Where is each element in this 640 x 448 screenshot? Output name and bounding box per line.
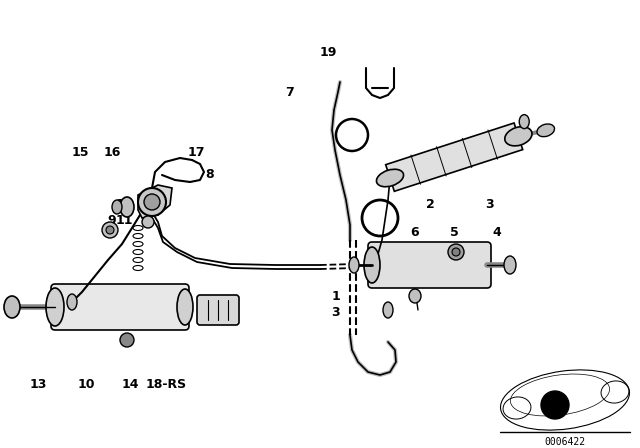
Ellipse shape bbox=[112, 200, 122, 214]
Circle shape bbox=[106, 226, 114, 234]
Polygon shape bbox=[386, 123, 523, 191]
Ellipse shape bbox=[505, 127, 532, 146]
Text: 3: 3 bbox=[486, 198, 494, 211]
FancyBboxPatch shape bbox=[368, 242, 491, 288]
Text: 0006422: 0006422 bbox=[545, 437, 586, 447]
Circle shape bbox=[120, 333, 134, 347]
Text: 14: 14 bbox=[121, 379, 139, 392]
Ellipse shape bbox=[504, 256, 516, 274]
Ellipse shape bbox=[409, 289, 421, 303]
Ellipse shape bbox=[364, 247, 380, 283]
Ellipse shape bbox=[383, 302, 393, 318]
Ellipse shape bbox=[46, 288, 64, 326]
Ellipse shape bbox=[376, 169, 404, 187]
FancyBboxPatch shape bbox=[51, 284, 189, 330]
Text: 13: 13 bbox=[29, 379, 47, 392]
Ellipse shape bbox=[177, 289, 193, 325]
Circle shape bbox=[138, 188, 166, 216]
Ellipse shape bbox=[537, 124, 554, 137]
Polygon shape bbox=[138, 185, 172, 218]
Text: 5: 5 bbox=[450, 227, 458, 240]
Text: 11: 11 bbox=[115, 214, 132, 227]
Circle shape bbox=[448, 244, 464, 260]
Text: 18-RS: 18-RS bbox=[145, 379, 187, 392]
Ellipse shape bbox=[67, 294, 77, 310]
Circle shape bbox=[452, 248, 460, 256]
Text: 2: 2 bbox=[426, 198, 435, 211]
Text: 4: 4 bbox=[493, 227, 501, 240]
Text: 9: 9 bbox=[108, 214, 116, 227]
Text: 16: 16 bbox=[103, 146, 121, 159]
Text: 8: 8 bbox=[205, 168, 214, 181]
Text: 12: 12 bbox=[115, 198, 132, 211]
Text: 1: 1 bbox=[332, 289, 340, 302]
Text: 6: 6 bbox=[411, 227, 419, 240]
Text: 10: 10 bbox=[77, 379, 95, 392]
Circle shape bbox=[541, 391, 569, 419]
Text: 15: 15 bbox=[71, 146, 89, 159]
Text: 17: 17 bbox=[188, 146, 205, 159]
Circle shape bbox=[102, 222, 118, 238]
Circle shape bbox=[142, 216, 154, 228]
Ellipse shape bbox=[349, 257, 359, 273]
Ellipse shape bbox=[4, 296, 20, 318]
FancyBboxPatch shape bbox=[197, 295, 239, 325]
Text: 3: 3 bbox=[332, 306, 340, 319]
Text: 7: 7 bbox=[285, 86, 294, 99]
Text: 19: 19 bbox=[319, 46, 337, 59]
Ellipse shape bbox=[120, 197, 134, 217]
Ellipse shape bbox=[519, 115, 529, 129]
Circle shape bbox=[144, 194, 160, 210]
